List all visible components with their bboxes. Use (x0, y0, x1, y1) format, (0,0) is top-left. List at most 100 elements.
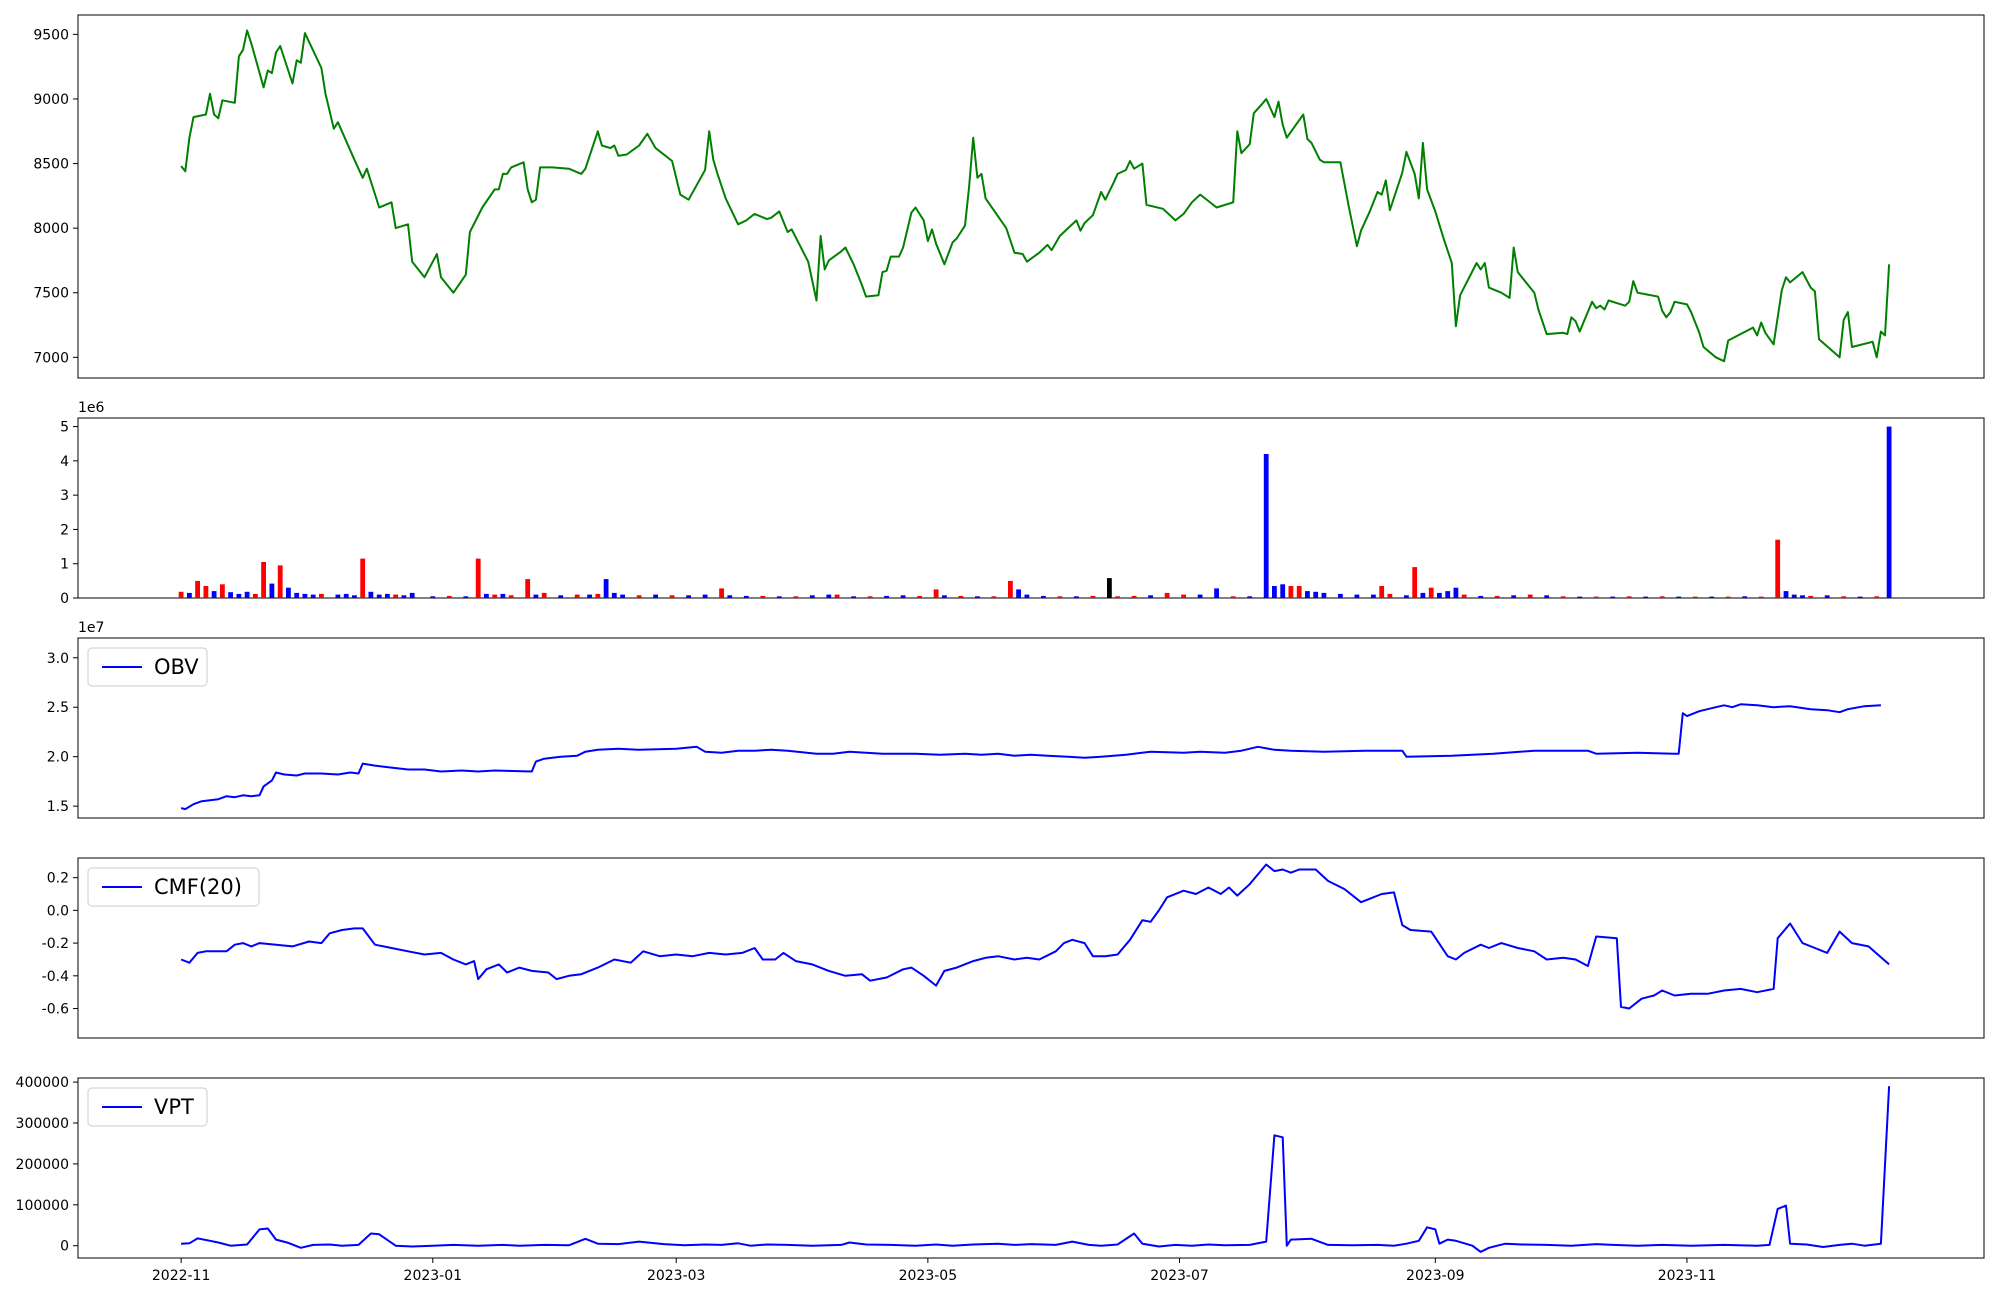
volume-bar (1610, 596, 1616, 598)
volume-bar (1296, 586, 1302, 598)
volume-bar (269, 583, 275, 598)
volume-bar (352, 595, 357, 598)
obv-offset-label: 1e7 (78, 620, 104, 636)
volume-bar (1404, 595, 1409, 598)
price-frame (77, 14, 1985, 379)
price-ytick-label: 9500 (33, 27, 69, 43)
volume-bar (1445, 591, 1451, 598)
volume-bar (620, 594, 625, 598)
volume-bar (1461, 594, 1467, 598)
volume-bar (195, 580, 200, 598)
volume-bar (1478, 595, 1484, 598)
volume-bar (727, 595, 733, 598)
volume-bar (603, 579, 609, 598)
volume-bar (611, 592, 617, 598)
volume-bar (430, 596, 436, 598)
volume-bar (261, 562, 266, 598)
volume-bar (975, 596, 980, 598)
x-tick-label: 2023-11 (1658, 1268, 1717, 1284)
volume-bar (1057, 596, 1063, 598)
volume-bar (867, 596, 873, 598)
volume-bar (1131, 595, 1137, 598)
volume-bar (1280, 584, 1286, 598)
volume-panel: 0 1 2 3 4 5 1e6 (60, 400, 1985, 607)
volume-bar (933, 589, 939, 598)
vpt-legend: VPT (87, 1087, 208, 1127)
cmf-ytick-label: 0.2 (47, 871, 69, 887)
volume-bar (1800, 595, 1805, 598)
volume-bar (541, 592, 547, 598)
volume-bar (1527, 594, 1533, 598)
volume-bar (1857, 596, 1863, 598)
volume-bar (187, 592, 192, 598)
volume-bar (1494, 595, 1500, 598)
volume-bar (1437, 592, 1442, 598)
vpt-legend-label: VPT (154, 1095, 194, 1119)
volume-bar (475, 558, 481, 598)
cmf-series-line (180, 863, 1890, 1010)
volume-bar (1577, 596, 1583, 598)
volume-bar (211, 591, 217, 598)
volume-bar (1313, 591, 1319, 598)
cmf-frame (77, 857, 1985, 1039)
x-tick-label: 2023-03 (647, 1268, 706, 1284)
obv-ytick-label: 3.0 (47, 651, 69, 667)
obv-ytick-label: 2.0 (47, 750, 69, 766)
volume-bar (1886, 426, 1892, 598)
volume-bar (463, 596, 469, 598)
volume-bar (595, 593, 601, 598)
volume-bar (220, 584, 225, 598)
volume-bar (1354, 594, 1360, 598)
volume-bar (942, 595, 947, 598)
volume-bar (702, 594, 708, 598)
obv-panel: 1.5 2.0 2.5 3.0 1e7 OBV (47, 620, 1985, 819)
volume-bar (533, 594, 539, 598)
price-ytick-label: 8500 (33, 157, 69, 173)
x-tick-label: 2022-11 (152, 1268, 211, 1284)
volume-ytick-label: 2 (60, 522, 69, 538)
x-tick-label: 2023-01 (404, 1268, 463, 1284)
volume-bar (1725, 596, 1731, 598)
volume-bar (236, 593, 242, 598)
volume-bar (1230, 596, 1236, 598)
obv-ytick-label: 2.5 (47, 700, 69, 716)
vpt-ytick-label: 100000 (16, 1198, 69, 1214)
volume-bar (484, 593, 489, 598)
volume-bar (1024, 594, 1030, 598)
volume-bar (1115, 596, 1120, 598)
cmf-ytick-label: -0.2 (42, 936, 69, 952)
volume-bar (319, 593, 324, 598)
vpt-frame (77, 1077, 1985, 1259)
volume-ytick-label: 1 (60, 557, 69, 573)
volume-bar (1824, 595, 1830, 598)
vpt-legend-box (87, 1087, 208, 1127)
volume-bar (178, 591, 184, 598)
volume-bar (1197, 594, 1203, 598)
volume-bar (776, 596, 782, 598)
volume-bar (1692, 596, 1698, 598)
x-tick-label: 2023-07 (1150, 1268, 1209, 1284)
price-ytick-label: 9000 (33, 92, 69, 108)
volume-bar (809, 595, 815, 598)
volume-bar (1074, 596, 1079, 598)
volume-offset-label: 1e6 (78, 400, 105, 416)
vpt-ytick-label: 0 (60, 1239, 69, 1255)
volume-bar (1783, 591, 1789, 598)
volume-bar (508, 595, 514, 598)
volume-bar (1709, 596, 1715, 598)
vpt-ytick-label: 400000 (16, 1075, 69, 1091)
price-series-line (180, 29, 1891, 363)
volume-bar (826, 594, 832, 598)
volume-bar (393, 594, 399, 598)
volume-bar (1775, 539, 1781, 598)
volume-bar (244, 591, 250, 598)
volume-bar (409, 592, 415, 598)
volume-ytick-label: 0 (60, 591, 69, 607)
volume-bar (558, 595, 564, 598)
volume-bar (286, 587, 291, 598)
volume-bar (574, 594, 580, 598)
volume-bar (1181, 594, 1186, 598)
obv-legend-label: OBV (154, 655, 199, 679)
volume-bar (302, 593, 308, 598)
vpt-series-line (181, 1086, 1891, 1253)
